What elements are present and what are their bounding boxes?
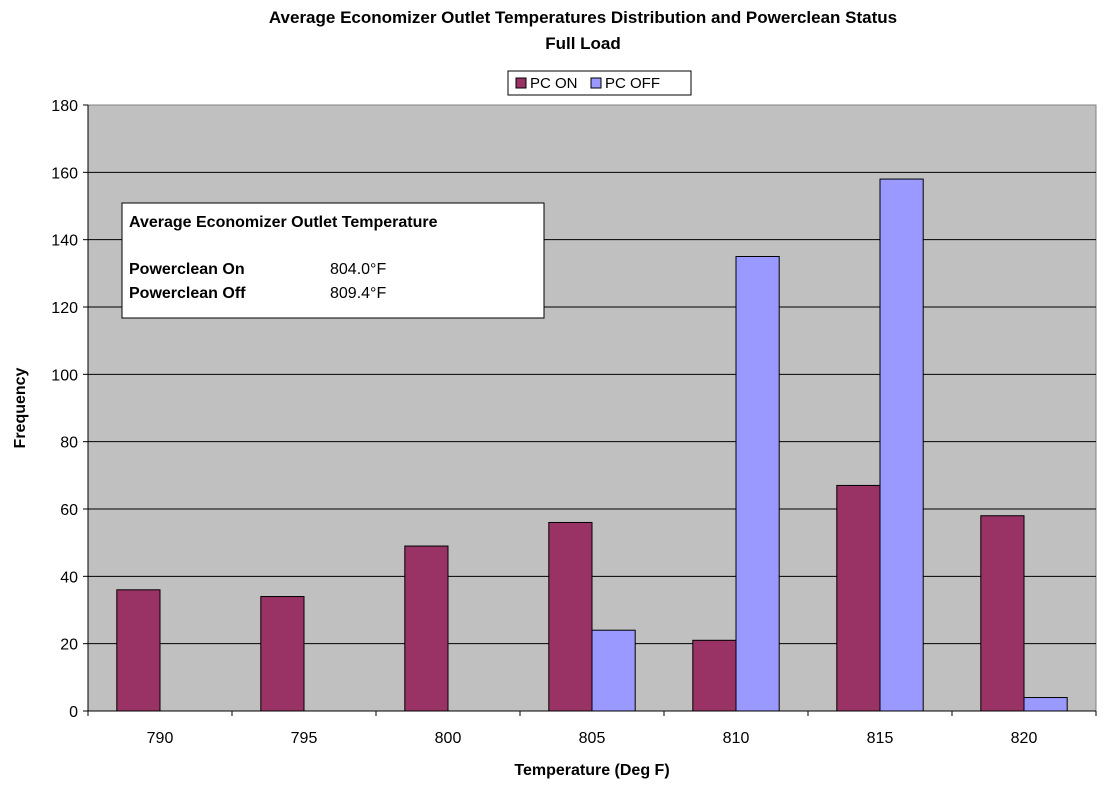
y-axis-title: Frequency xyxy=(12,367,29,448)
y-tick-label: 80 xyxy=(60,435,78,452)
annotation-box: Average Economizer Outlet Temperature Po… xyxy=(121,202,545,319)
annotation-label-on: Powerclean On xyxy=(129,261,245,278)
x-tick-label: 800 xyxy=(435,730,462,747)
bar-pc-on-795 xyxy=(260,596,305,712)
y-tick-label: 40 xyxy=(60,569,78,586)
bar-pc-on-805 xyxy=(548,521,593,712)
y-tick-label: 100 xyxy=(51,367,78,384)
annotation-background xyxy=(121,202,545,319)
bar-pc-off-810 xyxy=(735,256,780,712)
x-tick-label: 810 xyxy=(723,730,750,747)
bar-pc-on-815 xyxy=(836,484,881,712)
chart-title: Average Economizer Outlet Temperatures D… xyxy=(269,8,897,27)
bar-pc-on-820 xyxy=(980,515,1025,712)
y-tick-label: 140 xyxy=(51,233,78,250)
x-tick-label: 805 xyxy=(579,730,606,747)
legend: PC ON PC OFF xyxy=(507,70,692,96)
legend-label-pc-on: PC ON xyxy=(530,75,578,92)
x-axis-title: Temperature (Deg F) xyxy=(514,762,669,779)
annotation-value-off: 809.4°F xyxy=(330,285,386,302)
y-tick-label: 160 xyxy=(51,165,78,182)
axes xyxy=(83,104,1097,716)
annotation-value-on: 804.0°F xyxy=(330,261,386,278)
bar-pc-off-805 xyxy=(591,629,636,712)
y-tick-label: 20 xyxy=(60,637,78,654)
bars xyxy=(116,178,1068,712)
legend-swatch-pc-off xyxy=(590,77,602,89)
annotation-label-off: Powerclean Off xyxy=(129,285,246,302)
x-tick-label: 815 xyxy=(867,730,894,747)
legend-label-pc-off: PC OFF xyxy=(605,75,660,92)
bar-pc-on-810 xyxy=(692,639,737,712)
legend-swatch-pc-on xyxy=(515,77,527,89)
bar-pc-on-790 xyxy=(116,589,161,712)
y-tick-label: 180 xyxy=(51,98,78,115)
bar-pc-off-815 xyxy=(879,178,924,712)
y-tick-label: 0 xyxy=(69,704,78,721)
bar-pc-off-820 xyxy=(1023,697,1068,712)
x-tick-label: 820 xyxy=(1011,730,1038,747)
annotation-heading: Average Economizer Outlet Temperature xyxy=(129,214,438,231)
chart-subtitle: Full Load xyxy=(545,34,621,53)
y-tick-label: 60 xyxy=(60,502,78,519)
tick-labels: 0 20 40 60 80 100 120 140 160 180 790 795 800 805 810 8… xyxy=(51,98,1037,747)
bar-pc-on-800 xyxy=(404,545,449,712)
x-tick-label: 790 xyxy=(147,730,174,747)
y-tick-label: 120 xyxy=(51,300,78,317)
x-tick-label: 795 xyxy=(291,730,318,747)
